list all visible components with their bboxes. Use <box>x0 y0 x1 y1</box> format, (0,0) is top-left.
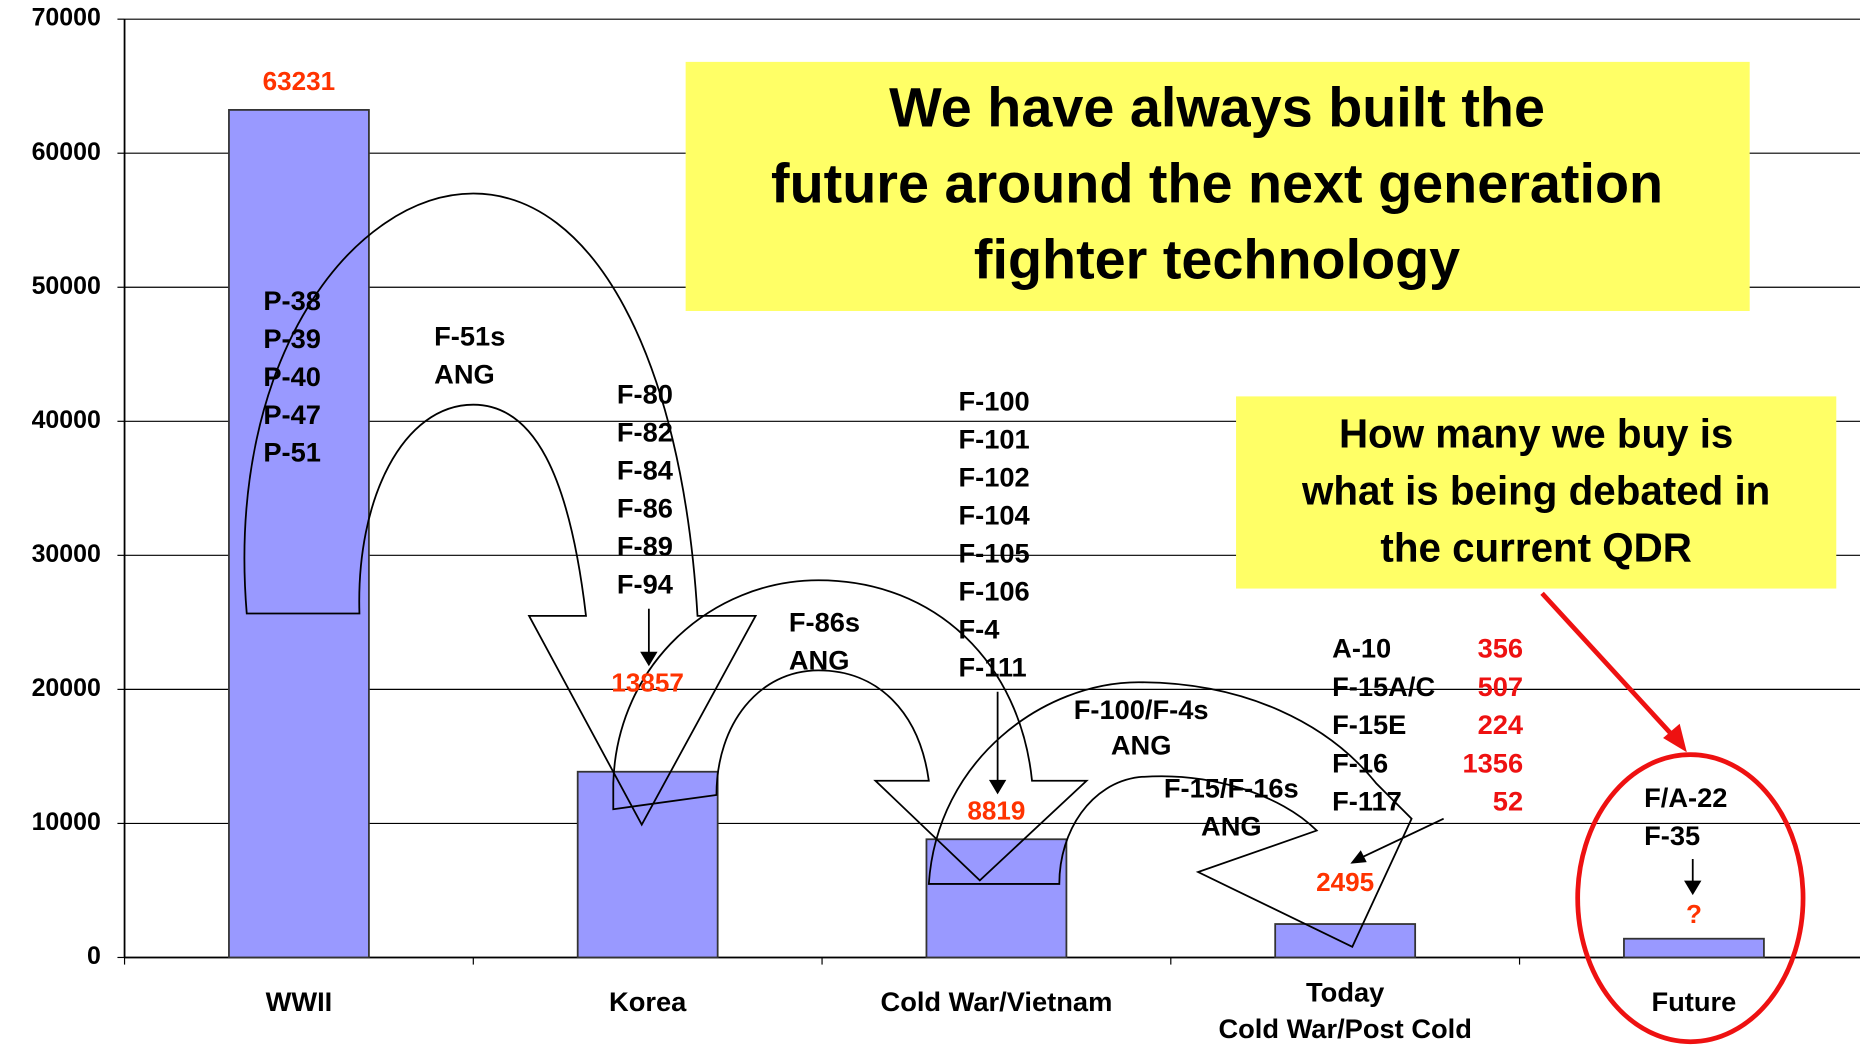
callout: ANG <box>1111 730 1172 761</box>
callout: ANG <box>434 358 495 389</box>
callout: F-100 <box>958 386 1029 417</box>
y-tick-label: 30000 <box>32 540 101 568</box>
fleet-count: 507 <box>1478 671 1523 702</box>
y-tick-label: 0 <box>87 942 101 970</box>
bar <box>925 838 1068 959</box>
x-tick-label: Korea <box>609 986 687 1017</box>
callout: F-101 <box>958 424 1029 455</box>
fleet-name: F-15E <box>1332 709 1406 740</box>
callout: F-84 <box>617 455 674 486</box>
note: How many we buy is <box>1339 410 1733 456</box>
callout: P-47 <box>263 399 321 430</box>
note: the current QDR <box>1380 524 1691 570</box>
highlight-ellipse <box>1575 752 1806 1045</box>
callout: P-39 <box>263 323 321 354</box>
y-tick-label: 40000 <box>32 406 101 434</box>
arrow-korea-coldwar <box>612 579 1089 882</box>
x-tick-label: Cold War/Vietnam <box>881 986 1113 1017</box>
callout: F-102 <box>958 462 1029 493</box>
callout: F-82 <box>617 417 673 448</box>
pointer <box>1357 817 1445 860</box>
callout: P-51 <box>263 437 321 468</box>
x-tick-label: Today <box>1306 976 1385 1007</box>
y-tick-label: 70000 <box>32 4 101 32</box>
callout: F-105 <box>958 538 1029 569</box>
headline-box <box>685 61 1750 311</box>
callout: ANG <box>1201 810 1262 841</box>
callout: F-80 <box>617 379 673 410</box>
headline: future around the next generation <box>771 152 1663 214</box>
callout: F-104 <box>958 500 1030 531</box>
callout: F-35 <box>1644 820 1700 851</box>
y-tick-label: 60000 <box>32 138 101 166</box>
callout: F-111 <box>958 651 1026 682</box>
note-box <box>1236 396 1837 589</box>
fleet-name: F-15A/C <box>1332 671 1435 702</box>
arrows <box>243 192 1413 948</box>
callout: F-86 <box>617 492 673 523</box>
fleet-name: F-16 <box>1332 747 1388 778</box>
x-tick-label: Future <box>1652 986 1737 1017</box>
callout: F-100/F-4s <box>1074 694 1209 725</box>
callout: F-89 <box>617 530 673 561</box>
callout: F-4 <box>958 613 1000 644</box>
callout: F-51s <box>434 320 505 351</box>
pointer-head <box>1350 850 1367 864</box>
bar <box>228 109 370 959</box>
y-tick-label: 50000 <box>32 272 101 300</box>
pointer-head <box>1684 880 1702 896</box>
pointer-head <box>988 779 1007 795</box>
callout: F-106 <box>958 576 1029 607</box>
x-tick-label: WWII <box>266 986 333 1017</box>
value-label: 2495 <box>1316 867 1374 897</box>
fleet-count: 356 <box>1478 632 1523 663</box>
callout: ANG <box>789 644 850 675</box>
bar <box>1274 923 1417 959</box>
value-label: ? <box>1686 899 1702 929</box>
callout: F/A-22 <box>1644 782 1727 813</box>
pointer-head <box>640 651 658 667</box>
note: what is being debated in <box>1301 467 1770 513</box>
fleet-count: 1356 <box>1462 747 1523 778</box>
headline: fighter technology <box>974 228 1460 290</box>
red-arrow <box>1540 591 1677 740</box>
fleet-count: 52 <box>1493 786 1523 817</box>
bars <box>228 109 1765 959</box>
callout: F-94 <box>617 568 674 599</box>
fleet-count: 224 <box>1478 709 1524 740</box>
arrow-coldwar-today <box>927 681 1413 948</box>
callout: P-38 <box>263 285 321 316</box>
y-tick-label: 10000 <box>32 808 101 836</box>
bar <box>576 770 719 959</box>
value-label: 63231 <box>263 66 336 96</box>
fleet-name: F-117 <box>1332 786 1402 817</box>
fleet-name: A-10 <box>1332 632 1391 663</box>
bar <box>1623 937 1765 959</box>
value-label: 8819 <box>967 796 1025 826</box>
value-label: 13857 <box>611 668 684 698</box>
headline: We have always built the <box>889 76 1545 138</box>
callout: P-40 <box>263 361 321 392</box>
y-tick-label: 20000 <box>32 674 101 702</box>
x-tick-label: Cold War/Post Cold <box>1218 1013 1471 1044</box>
pointers <box>640 608 1702 896</box>
arrow-wwii-korea <box>243 192 758 827</box>
labels: 0 10000 20000 30000 40000 50000 60000 70000 6323… <box>32 4 1771 1044</box>
callout: F-15/F-16s <box>1164 772 1299 803</box>
red-arrow-head <box>1663 723 1687 753</box>
callout: F-86s <box>789 606 860 637</box>
